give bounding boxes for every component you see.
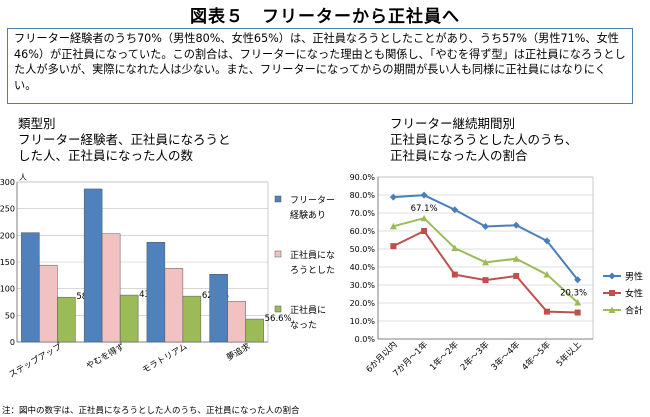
bar-2-0 <box>146 242 166 343</box>
line-legend-label: 女性 <box>625 288 643 300</box>
line-legend-marker-1 <box>609 290 615 296</box>
line-y-tick-label: 50.0% <box>350 245 376 254</box>
bar-legend-label: 正社員に <box>290 304 326 316</box>
bar-data-label: 56.6% <box>265 314 292 324</box>
line-y-tick-label: 70.0% <box>350 209 376 218</box>
line-y-tick-label: 0.0% <box>355 335 376 344</box>
left-heading: 類型別 フリーター経験者、正社員になろうと した人、正社員になった人の数 <box>18 116 231 164</box>
bar-3-2 <box>245 318 264 343</box>
figure-title: 図表５ フリーターから正社員へ <box>190 7 460 27</box>
line-point-2-2 <box>451 244 459 252</box>
bar-legend-swatch-0 <box>274 195 282 203</box>
line-legend-marker-0 <box>608 272 616 280</box>
bar-1-1 <box>101 233 121 343</box>
bar-1-2 <box>119 294 139 343</box>
right-heading-line1: フリーター継続期間別 <box>390 116 516 131</box>
bar-y-tick-label: 100 <box>0 285 15 294</box>
bar-2-1 <box>164 268 184 343</box>
bar-y-unit-label: 人 <box>19 173 27 182</box>
line-point-2-5 <box>543 271 551 278</box>
line-y-tick-label: 90.0% <box>350 173 376 182</box>
line-y-tick-label: 80.0% <box>350 191 376 200</box>
line-category-label: 1年～2年 <box>427 339 461 373</box>
line-point-2-4 <box>512 255 520 262</box>
line-point-0-5 <box>543 237 551 245</box>
line-point-1-2 <box>451 271 458 278</box>
line-y-tick-label: 40.0% <box>350 263 376 272</box>
bar-y-tick-label: 50 <box>5 311 15 320</box>
line-point-1-1 <box>421 228 428 234</box>
line-category-label: 3年～4年 <box>489 339 523 373</box>
line-category-label: 5年以上 <box>554 339 584 369</box>
line-data-label: 20.3% <box>560 288 587 298</box>
summary-box: フリーター経験者のうち70%（男性80%、女性65%）は、正社員なろうとしたこと… <box>7 28 633 104</box>
line-point-0-1 <box>420 191 428 199</box>
right-heading-line3: 正社員になった人の割合 <box>390 148 528 163</box>
line-legend-label: 合計 <box>625 305 643 317</box>
line-y-tick-label: 60.0% <box>350 227 376 236</box>
line-point-0-4 <box>512 221 520 229</box>
line-legend-label: 男性 <box>625 271 643 283</box>
line-point-2-0 <box>389 222 397 230</box>
bar-category-label: やむを得ず <box>84 341 126 372</box>
left-heading-line2: フリーター経験者、正社員になろうと <box>18 132 231 147</box>
right-heading-line2: 正社員になろうとした人のうち、 <box>390 132 578 147</box>
bar-1-0 <box>83 188 103 343</box>
line-data-label: 67.1% <box>411 204 438 214</box>
bar-0-0 <box>21 232 40 343</box>
bar-legend-label: 経験あり <box>290 209 326 221</box>
left-heading-line1: 類型別 <box>18 116 56 131</box>
line-category-label: 4年～5年 <box>520 339 554 373</box>
bar-legend-label: なった <box>290 320 317 331</box>
line-y-tick-label: 20.0% <box>350 299 376 308</box>
bar-category-label: ステップアップ <box>7 342 64 381</box>
right-heading: フリーター継続期間別 正社員になろうとした人のうち、 正社員になった人の割合 <box>390 116 578 164</box>
line-point-1-5 <box>543 308 550 315</box>
bar-0-1 <box>39 264 58 343</box>
bar-y-tick-label: 200 <box>0 231 15 240</box>
line-point-2-1 <box>420 214 428 222</box>
line-point-1-3 <box>482 277 489 284</box>
line-point-1-6 <box>574 309 581 316</box>
line-point-2-6 <box>574 298 582 306</box>
bar-legend-label: フリーター <box>290 195 335 206</box>
line-point-1-4 <box>513 273 520 279</box>
bar-y-tick-label: 300 <box>0 178 15 187</box>
bar-3-1 <box>227 301 246 343</box>
bar-category-label: モラトリアム <box>141 342 190 376</box>
line-y-tick-label: 10.0% <box>350 317 376 326</box>
bar-legend-swatch-2 <box>274 305 282 313</box>
bar-2-2 <box>182 295 202 343</box>
line-point-0-3 <box>482 223 489 230</box>
bar-y-tick-label: 0 <box>10 338 15 347</box>
bar-legend-swatch-1 <box>274 250 282 258</box>
line-legend-marker-2 <box>608 306 616 313</box>
line-point-0-0 <box>389 193 397 201</box>
bar-y-tick-label: 250 <box>0 205 15 214</box>
bar-y-tick-label: 150 <box>0 258 15 267</box>
left-heading-line3: した人、正社員になった人の数 <box>18 148 194 163</box>
bar-legend-label: ろうとした <box>290 265 335 276</box>
line-category-label: 2年～3年 <box>458 339 492 373</box>
line-y-tick-label: 30.0% <box>350 281 376 290</box>
line-point-0-2 <box>451 206 459 214</box>
line-point-0-6 <box>574 276 582 284</box>
footnote: 注：図中の数字は、正社員になろうとした人のうち、正社員になった人の割合 <box>2 406 300 416</box>
line-point-1-0 <box>390 243 397 250</box>
bar-3-0 <box>209 274 228 343</box>
bar-0-2 <box>57 296 76 343</box>
bar-category-label: 夢追求 <box>225 341 253 364</box>
line-point-2-3 <box>482 258 489 266</box>
bar-legend-label: 正社員にな <box>290 249 335 261</box>
